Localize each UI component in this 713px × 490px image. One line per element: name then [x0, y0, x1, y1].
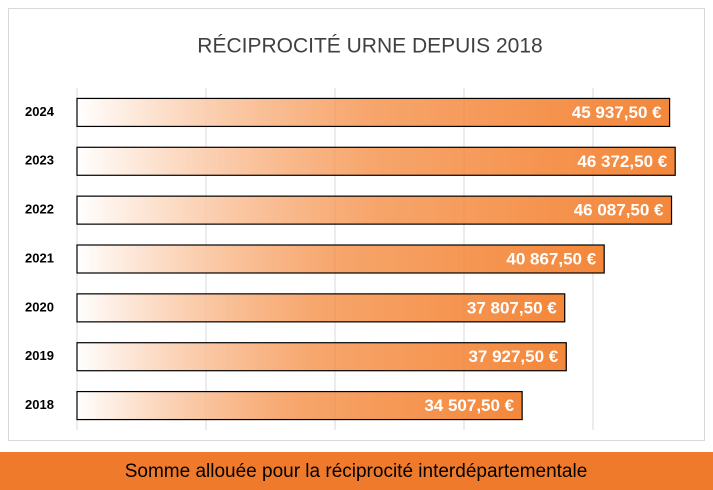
bar [76, 293, 566, 323]
bar [76, 390, 523, 421]
y-tick-label: 2024 [25, 104, 55, 119]
bar [76, 97, 671, 128]
value-label: 46 087,50 € [574, 201, 664, 220]
value-label: 37 927,50 € [468, 347, 558, 366]
y-tick-label: 2021 [25, 250, 54, 265]
y-tick-label: 2023 [25, 153, 54, 168]
value-label: 40 867,50 € [506, 249, 596, 268]
y-tick-label: 2019 [25, 348, 54, 363]
value-label: 45 937,50 € [572, 103, 662, 122]
value-label: 37 807,50 € [467, 298, 557, 317]
chart-title: RÉCIPROCITÉ URNE DEPUIS 2018 [197, 35, 542, 58]
value-label: 46 372,50 € [577, 152, 667, 171]
y-tick-label: 2018 [25, 397, 54, 412]
bar [76, 195, 673, 225]
footer-text: Somme allouée pour la réciprocité interd… [125, 461, 588, 482]
footer-banner [0, 452, 713, 490]
bar [76, 146, 676, 176]
value-label: 34 507,50 € [424, 396, 514, 415]
bar [76, 244, 605, 274]
bar [76, 342, 567, 372]
y-tick-label: 2020 [25, 299, 54, 314]
y-tick-label: 2022 [25, 202, 54, 217]
